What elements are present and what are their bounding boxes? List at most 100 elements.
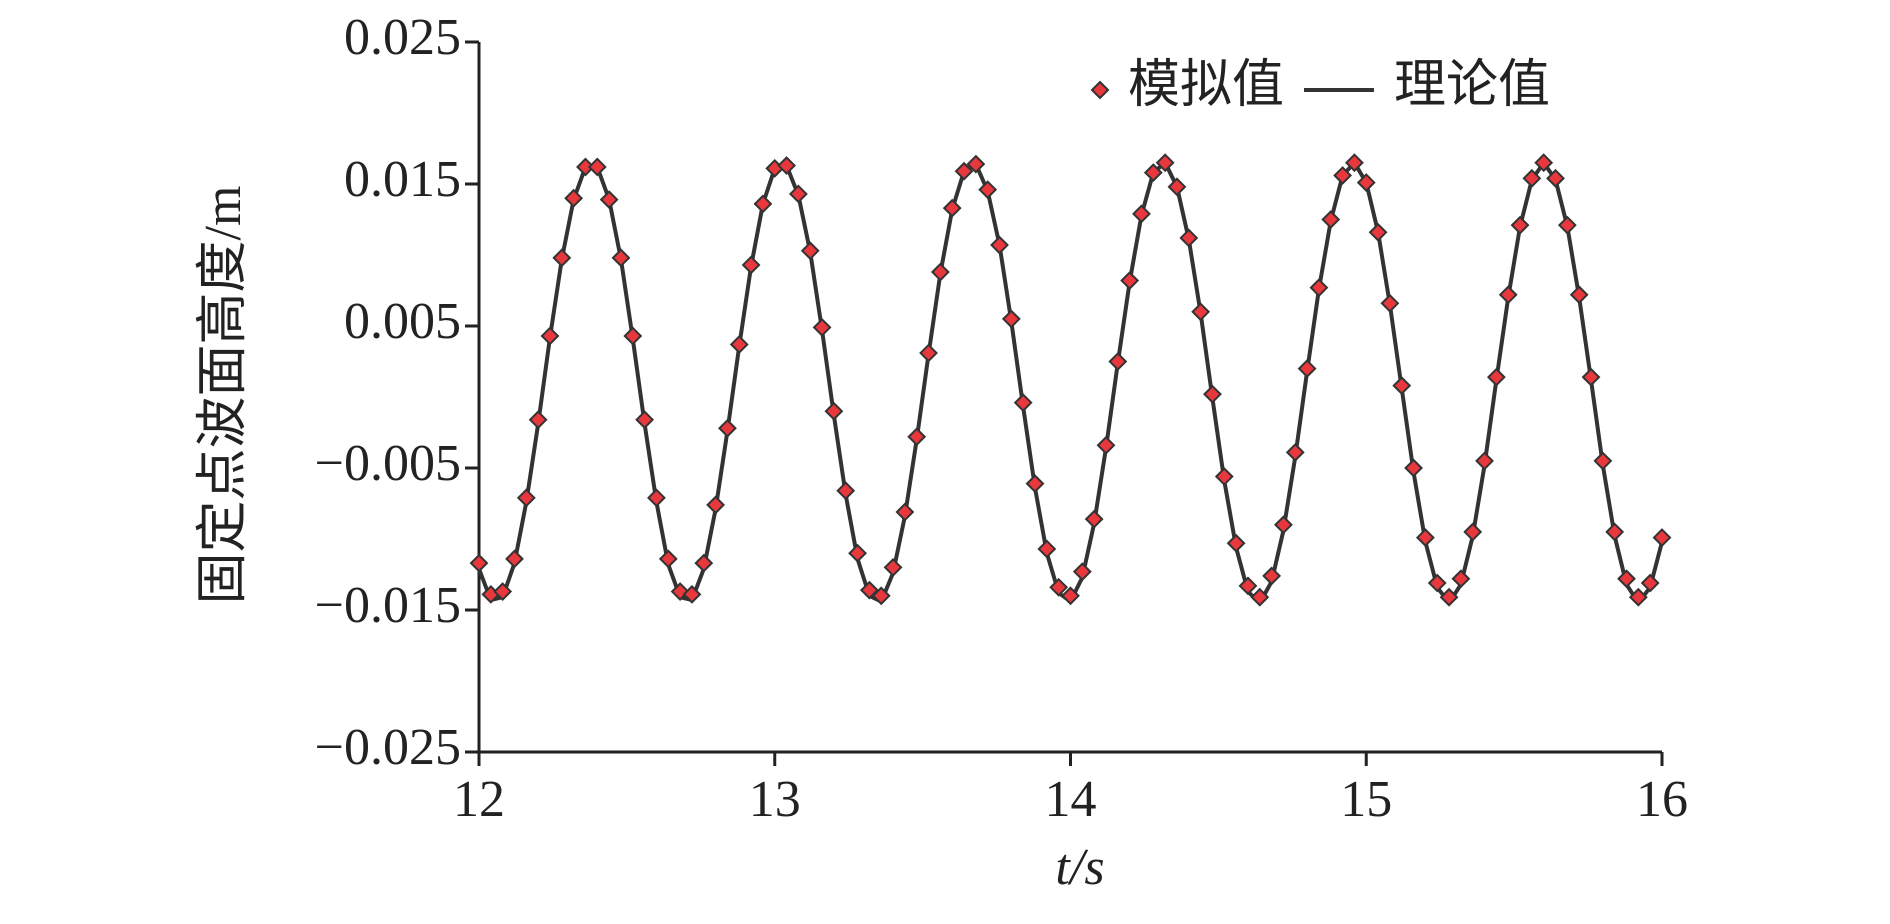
sim-point (1143, 163, 1163, 183)
sim-point (718, 418, 737, 438)
sim-point (599, 190, 619, 210)
x-tick-label: 14 (1045, 771, 1097, 828)
sim-point (1061, 586, 1080, 606)
sim-point (1155, 153, 1175, 173)
sim-point (1001, 309, 1021, 329)
sim-point (1025, 474, 1045, 494)
sim-point (528, 410, 548, 430)
sim-point (1463, 522, 1483, 542)
sim-point (836, 481, 856, 501)
sim-point (1534, 153, 1554, 173)
sim-point (1581, 367, 1601, 387)
sim-point (871, 586, 891, 606)
sim-point (800, 241, 820, 261)
sim-point (1297, 359, 1317, 379)
sim-point (1262, 566, 1282, 586)
sim-point (1557, 215, 1577, 235)
sim-point (552, 248, 572, 268)
sim-point (859, 580, 879, 600)
sim-point (1238, 576, 1258, 596)
sim-point (1415, 528, 1435, 547)
x-tick-label: 15 (1340, 771, 1392, 828)
sim-point (587, 157, 607, 177)
sim-point (1640, 573, 1660, 593)
sim-point (1096, 435, 1116, 455)
x-tick-label: 16 (1636, 771, 1688, 828)
sim-point (1084, 509, 1104, 529)
y-tick-label: 0.015 (344, 151, 461, 208)
sim-point (1593, 451, 1613, 471)
sim-point (682, 584, 702, 604)
sim-point (1214, 467, 1234, 486)
sim-point (919, 343, 938, 363)
y-tick-label: −0.005 (315, 435, 461, 492)
sim-point (647, 488, 666, 508)
sim-point (1203, 384, 1222, 404)
sim-point (1498, 285, 1518, 305)
sim-point (1345, 153, 1364, 173)
legend-marker (1090, 80, 1110, 100)
sim-point (1321, 210, 1341, 229)
sim-point (1368, 222, 1388, 242)
sim-point (1250, 587, 1270, 607)
sim-point (1617, 569, 1636, 589)
sim-point (1404, 458, 1423, 478)
sim-point (1427, 573, 1447, 593)
sim-point (1333, 166, 1353, 185)
sim-point (1522, 168, 1542, 188)
legend-label: 理论值 (1394, 57, 1550, 114)
y-tick-label: −0.015 (315, 577, 461, 634)
sim-point (942, 198, 962, 218)
sim-point (812, 318, 832, 337)
sim-point (1475, 451, 1494, 471)
sim-point (1132, 204, 1151, 224)
sim-point (1285, 442, 1305, 462)
sim-point (1226, 533, 1246, 553)
sim-point (1179, 228, 1199, 248)
sim-point (1072, 562, 1092, 582)
sim-point (1486, 367, 1506, 387)
sim-point (694, 553, 714, 573)
sim-point (990, 235, 1009, 255)
sim-point (729, 335, 749, 354)
x-axis-label: t/s (1055, 839, 1104, 896)
sim-point (1569, 285, 1589, 305)
sim-point (540, 326, 560, 346)
sim-point (635, 410, 655, 430)
sim-point (741, 255, 761, 275)
sim-point (658, 549, 678, 569)
sim-point (966, 154, 986, 174)
sim-point (1652, 528, 1672, 547)
sim-point (1191, 302, 1211, 322)
sim-point (1167, 177, 1187, 197)
sim-point (777, 156, 796, 175)
sim-point (564, 188, 584, 208)
sim-point (930, 262, 950, 282)
y-tick-label: 0.025 (344, 9, 461, 66)
sim-point (1356, 173, 1376, 192)
sim-point (883, 557, 903, 577)
sim-point (848, 543, 867, 563)
sim-point (623, 326, 643, 346)
y-tick-label: 0.005 (344, 293, 461, 350)
sim-point (1108, 352, 1128, 371)
sim-point (505, 549, 524, 569)
sim-point (1451, 569, 1471, 589)
sim-point (1605, 522, 1625, 542)
sim-point (954, 161, 974, 181)
sim-point (895, 502, 915, 522)
sim-point (493, 582, 513, 601)
sim-point (516, 488, 536, 508)
sim-point (1049, 577, 1069, 597)
sim-point (1013, 393, 1033, 413)
theory-line (477, 159, 1664, 607)
legend-label: 模拟值 (1128, 57, 1284, 114)
sim-point (907, 427, 927, 447)
sim-point (1309, 278, 1329, 298)
sim-point (824, 401, 844, 421)
sim-point (788, 184, 808, 204)
sim-point (1274, 515, 1293, 535)
sim-point (1392, 376, 1412, 396)
